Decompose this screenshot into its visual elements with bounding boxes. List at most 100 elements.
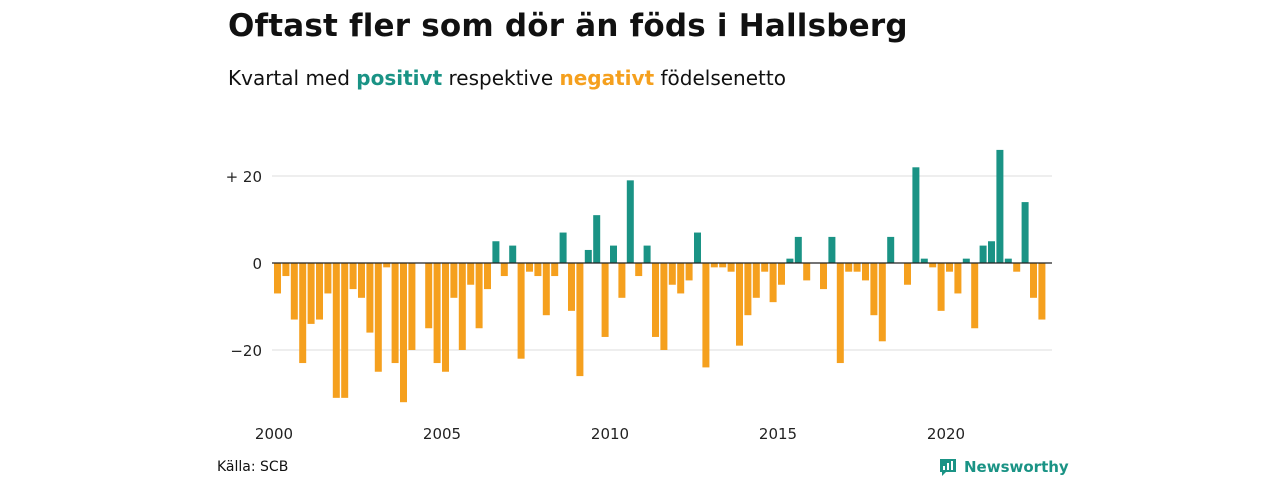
bar-negative	[803, 263, 811, 281]
bar-negative	[652, 263, 659, 337]
bar-negative	[853, 263, 861, 272]
tick-labels: + 20 0 −20 2000 2005 2010 2015 2020	[226, 168, 966, 443]
bar-negative	[526, 263, 533, 272]
bar-negative	[1030, 263, 1037, 298]
bar-negative	[324, 263, 332, 294]
bar-negative	[710, 263, 718, 268]
bar-positive	[794, 236, 802, 263]
bar-negative	[618, 263, 626, 298]
bar-negative	[290, 263, 298, 320]
bar-positive	[492, 241, 500, 263]
bar-negative	[862, 263, 869, 281]
bar-positive	[643, 245, 651, 263]
bar-positive	[996, 149, 1004, 263]
bar-negative	[660, 263, 668, 350]
bars	[274, 149, 1046, 403]
bar-negative	[467, 263, 475, 285]
bar-positive	[694, 232, 701, 263]
bar-negative	[475, 263, 483, 329]
bar-positive	[786, 258, 794, 263]
bar-negative	[500, 263, 508, 277]
subtitle-middle: respektive	[448, 66, 554, 90]
y-tick-label: + 20	[226, 168, 262, 186]
brand-name: Newsworthy	[964, 458, 1069, 476]
bar-negative	[937, 263, 945, 311]
bar-negative	[341, 263, 349, 398]
bar-negative	[534, 263, 542, 277]
brand-logo: Newsworthy	[938, 456, 1069, 478]
bar-negative	[484, 263, 491, 290]
bar-negative	[929, 263, 937, 268]
subtitle-suffix: födelsenetto	[660, 66, 786, 90]
newsworthy-logo-icon	[940, 459, 956, 476]
bar-negative	[408, 263, 416, 350]
bar-negative	[450, 263, 458, 298]
bar-negative	[1038, 263, 1046, 320]
bar-negative	[769, 263, 777, 303]
bar-negative	[635, 263, 643, 277]
bar-negative	[820, 263, 827, 290]
bar-negative	[374, 263, 382, 372]
bar-negative	[458, 263, 466, 350]
bar-negative	[274, 263, 281, 294]
chart-subtitle: Kvartal med positivt respektive negativt…	[228, 66, 786, 90]
bar-negative	[1013, 263, 1021, 272]
bar-negative	[383, 263, 391, 268]
bar-negative	[752, 263, 760, 298]
bar-positive	[559, 232, 567, 263]
y-tick-label: −20	[230, 342, 262, 360]
bar-negative	[668, 263, 676, 285]
bar-negative	[542, 263, 550, 316]
bar-positive	[1021, 202, 1029, 263]
chart-title: Oftast fler som dör än föds i Hallsberg	[228, 8, 908, 44]
bar-negative	[366, 263, 374, 333]
x-tick-label: 2000	[255, 425, 293, 443]
bar-negative	[719, 263, 727, 268]
bar-negative	[358, 263, 365, 298]
bar-negative	[442, 263, 449, 372]
bar-negative	[744, 263, 752, 316]
bar-negative	[576, 263, 584, 377]
bar-positive	[979, 245, 987, 263]
bar-negative	[299, 263, 307, 364]
bar-negative	[517, 263, 525, 359]
bar-negative	[551, 263, 559, 277]
bar-negative	[349, 263, 357, 290]
bar-negative	[601, 263, 609, 337]
bar-negative	[677, 263, 685, 294]
subtitle-prefix: Kvartal med	[228, 66, 350, 90]
bar-positive	[1004, 258, 1012, 263]
bar-positive	[920, 258, 928, 263]
bar-negative	[400, 263, 407, 403]
bar-positive	[626, 180, 634, 263]
subtitle-negative-word: negativt	[559, 66, 655, 90]
bar-negative	[316, 263, 323, 320]
bar-negative	[727, 263, 735, 272]
bar-positive	[593, 215, 601, 263]
source-note: Källa: SCB	[217, 459, 289, 475]
bar-negative	[845, 263, 853, 272]
bar-positive	[509, 245, 517, 263]
bar-negative	[778, 263, 785, 285]
subtitle-positive-word: positivt	[356, 66, 443, 90]
bar-negative	[332, 263, 340, 398]
bar-negative	[736, 263, 743, 346]
bar-negative	[307, 263, 315, 324]
x-tick-label: 2015	[759, 425, 797, 443]
bar-negative	[836, 263, 844, 364]
y-tick-label: 0	[252, 255, 262, 273]
bar-negative	[391, 263, 399, 364]
bar-negative	[761, 263, 769, 272]
bar-negative	[702, 263, 710, 368]
x-tick-label: 2005	[423, 425, 461, 443]
bar-negative	[282, 263, 290, 277]
bar-positive	[988, 241, 995, 263]
bar-negative	[870, 263, 878, 316]
bar-negative	[568, 263, 575, 311]
bar-positive	[828, 236, 836, 263]
bar-negative	[971, 263, 979, 329]
bar-negative	[425, 263, 433, 329]
bar-positive	[584, 249, 592, 263]
bar-negative	[946, 263, 953, 272]
